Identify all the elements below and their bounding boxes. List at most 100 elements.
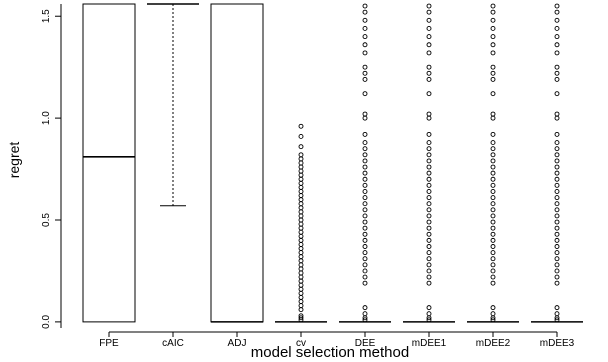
y-axis-label: regret bbox=[6, 142, 22, 179]
outlier-point bbox=[362, 231, 368, 237]
outlier-point bbox=[298, 262, 304, 268]
outlier-point bbox=[490, 176, 496, 182]
outlier-point bbox=[298, 229, 304, 235]
outlier-point bbox=[490, 195, 496, 201]
outlier-point bbox=[362, 237, 368, 243]
outlier-point bbox=[554, 225, 560, 231]
outlier-point bbox=[490, 182, 496, 188]
outlier-point bbox=[298, 282, 304, 288]
outlier-point bbox=[362, 131, 368, 137]
outlier-point bbox=[362, 195, 368, 201]
outlier-point bbox=[554, 111, 560, 117]
outlier-point bbox=[490, 115, 496, 121]
outlier-point bbox=[298, 303, 304, 309]
outlier-point bbox=[554, 256, 560, 262]
outlier-point bbox=[490, 158, 496, 164]
outlier-point bbox=[490, 244, 496, 249]
x-tick-label: FPE bbox=[99, 338, 119, 349]
outlier-point bbox=[490, 152, 496, 158]
outlier-point bbox=[298, 209, 304, 215]
outlier-point bbox=[298, 134, 304, 139]
outlier-point bbox=[554, 317, 560, 323]
outlier-point bbox=[426, 213, 432, 219]
outlier-point bbox=[554, 311, 560, 317]
outlier-point bbox=[298, 294, 304, 300]
outlier-point bbox=[362, 50, 368, 56]
outlier-point bbox=[362, 280, 368, 286]
outlier-point bbox=[426, 170, 432, 176]
outlier-point bbox=[554, 50, 560, 56]
outlier-point bbox=[554, 219, 560, 225]
outlier-point bbox=[426, 164, 432, 170]
outlier-point bbox=[554, 274, 560, 280]
outlier-point bbox=[490, 274, 496, 280]
outlier-point bbox=[362, 9, 368, 15]
outlier-point bbox=[426, 115, 432, 121]
outlier-point bbox=[426, 262, 432, 268]
outlier-point bbox=[362, 115, 368, 121]
outlier-point bbox=[362, 91, 368, 97]
outlier-point bbox=[426, 250, 432, 256]
outlier-point bbox=[426, 50, 432, 56]
outlier-point bbox=[362, 42, 368, 48]
outlier-point bbox=[426, 152, 432, 158]
outlier-point bbox=[362, 146, 368, 152]
outlier-point bbox=[426, 131, 432, 137]
outlier-point bbox=[362, 207, 368, 213]
outlier-point bbox=[298, 168, 304, 174]
outlier-point bbox=[298, 286, 304, 292]
outlier-point bbox=[490, 231, 496, 237]
x-axis-label: model selection method bbox=[251, 344, 409, 361]
outlier-point bbox=[554, 268, 560, 274]
outlier-point bbox=[490, 17, 496, 23]
outlier-point bbox=[362, 274, 368, 280]
outlier-point bbox=[362, 3, 368, 9]
outlier-point bbox=[426, 140, 432, 146]
outlier-point bbox=[490, 26, 496, 31]
outlier-point bbox=[554, 213, 560, 219]
outlier-point bbox=[298, 258, 304, 264]
outlier-point bbox=[426, 268, 432, 274]
outlier-point bbox=[490, 3, 496, 9]
outlier-point bbox=[298, 221, 304, 227]
outlier-point bbox=[298, 184, 304, 190]
outlier-point bbox=[426, 219, 432, 225]
outlier-point bbox=[426, 158, 432, 164]
outlier-point bbox=[490, 164, 496, 170]
outlier-point bbox=[490, 219, 496, 225]
outlier-point bbox=[362, 182, 368, 188]
outlier-point bbox=[298, 250, 304, 256]
outlier-point bbox=[490, 207, 496, 213]
outlier-point bbox=[298, 266, 304, 272]
outlier-point bbox=[362, 213, 368, 219]
outlier-point bbox=[554, 17, 560, 23]
outlier-point bbox=[426, 17, 432, 23]
outlier-point bbox=[554, 207, 560, 213]
box-caic bbox=[147, 3, 199, 207]
outlier-point bbox=[554, 152, 560, 158]
outlier-point bbox=[426, 256, 432, 262]
outlier-point bbox=[554, 34, 560, 40]
outlier-point bbox=[490, 146, 496, 152]
outlier-point bbox=[490, 213, 496, 219]
outlier-point bbox=[490, 225, 496, 231]
outlier-point bbox=[554, 3, 560, 9]
outlier-point bbox=[490, 131, 496, 137]
outlier-point bbox=[490, 50, 496, 56]
outlier-point bbox=[298, 193, 304, 198]
box-cv bbox=[275, 123, 327, 323]
outlier-point bbox=[298, 313, 304, 319]
outlier-point bbox=[298, 152, 304, 158]
outlier-point bbox=[298, 278, 304, 284]
outlier-point bbox=[490, 311, 496, 317]
outlier-point bbox=[554, 170, 560, 176]
outlier-point bbox=[362, 225, 368, 231]
outlier-point bbox=[298, 180, 304, 186]
outlier-point bbox=[554, 250, 560, 256]
outlier-point bbox=[362, 219, 368, 225]
outlier-point bbox=[554, 9, 560, 15]
outlier-point bbox=[426, 305, 432, 311]
outlier-point bbox=[426, 195, 432, 201]
outlier-point bbox=[362, 268, 368, 274]
